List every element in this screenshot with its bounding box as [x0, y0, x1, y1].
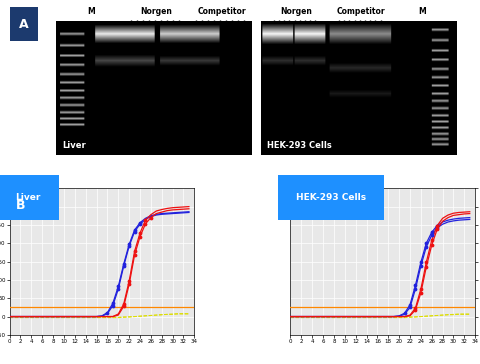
Point — [422, 260, 430, 265]
Text: M: M — [418, 7, 426, 16]
Text: Competitor: Competitor — [197, 7, 246, 16]
Point — [406, 304, 414, 310]
Point — [131, 252, 138, 258]
Point — [422, 240, 430, 246]
Point — [428, 237, 435, 243]
Point — [120, 301, 128, 307]
Point — [125, 278, 133, 284]
Point — [417, 263, 425, 269]
Point — [109, 300, 117, 306]
Point — [109, 302, 117, 308]
Point — [136, 221, 144, 227]
Point — [417, 260, 425, 265]
Text: M: M — [87, 7, 95, 16]
Text: HEK-293 Cells: HEK-293 Cells — [296, 193, 366, 202]
Point — [136, 220, 144, 226]
Point — [114, 286, 122, 292]
Point — [422, 264, 430, 270]
Point — [411, 307, 419, 313]
Point — [433, 223, 441, 229]
Point — [411, 282, 419, 288]
Text: Norgen: Norgen — [140, 7, 172, 16]
Text: A: A — [19, 18, 28, 31]
Point — [406, 302, 414, 308]
Point — [401, 310, 408, 316]
Point — [142, 217, 149, 223]
Point — [120, 303, 128, 309]
Point — [428, 229, 435, 235]
Point — [120, 263, 128, 269]
Point — [131, 248, 138, 254]
FancyBboxPatch shape — [10, 7, 37, 41]
Point — [433, 226, 441, 232]
Point — [125, 241, 133, 247]
Point — [433, 223, 441, 229]
Point — [131, 229, 138, 234]
Point — [136, 230, 144, 236]
Point — [131, 227, 138, 233]
Point — [125, 281, 133, 287]
Text: Liver: Liver — [15, 193, 40, 202]
Point — [433, 225, 441, 231]
Point — [125, 243, 133, 249]
Point — [120, 261, 128, 267]
Text: B: B — [16, 199, 26, 212]
Point — [422, 244, 430, 250]
Text: Norgen: Norgen — [280, 7, 312, 16]
Point — [417, 290, 425, 296]
Point — [428, 242, 435, 248]
Point — [104, 310, 111, 316]
Point — [136, 234, 144, 240]
Point — [428, 232, 435, 238]
Point — [411, 286, 419, 292]
Point — [411, 305, 419, 311]
Point — [417, 286, 425, 292]
Text: Competitor: Competitor — [337, 7, 385, 16]
Point — [114, 284, 122, 289]
Point — [142, 221, 149, 227]
Point — [147, 215, 155, 221]
